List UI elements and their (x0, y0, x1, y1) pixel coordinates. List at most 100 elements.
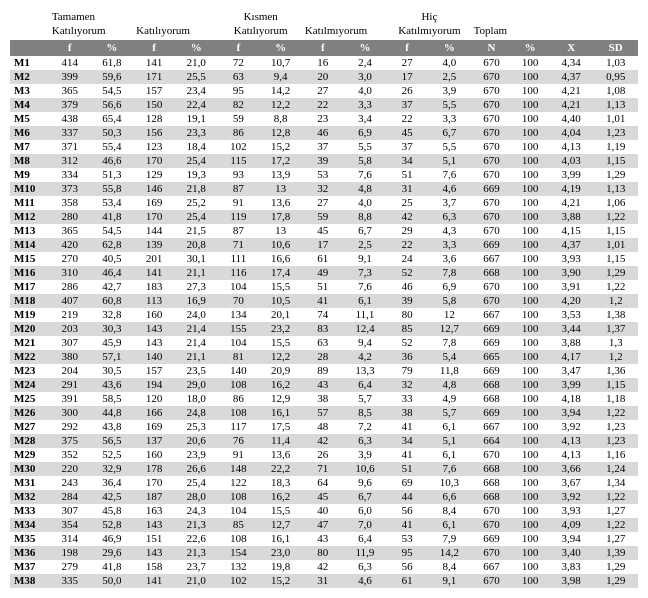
cell-x: 3,88 (549, 336, 594, 350)
cell-sd: 1,13 (593, 182, 638, 196)
cell-f: 154 (219, 546, 259, 560)
cell-f: 32 (387, 378, 427, 392)
row-id: M11 (10, 196, 50, 210)
cell-p: 25,3 (174, 420, 219, 434)
cell-Npct: 100 (511, 336, 549, 350)
row-id: M22 (10, 350, 50, 364)
cell-f: 22 (387, 238, 427, 252)
cell-sd: 1,29 (593, 168, 638, 182)
cell-f: 41 (387, 518, 427, 532)
cell-sd: 1,15 (593, 252, 638, 266)
cell-p: 56,5 (90, 434, 135, 448)
cell-x: 4,37 (549, 238, 594, 252)
cell-f: 64 (303, 476, 343, 490)
cell-x: 3,92 (549, 420, 594, 434)
table-row: M2130745,914321,410415,5639,4527,8669100… (10, 336, 638, 350)
cell-Npct: 100 (511, 266, 549, 280)
cell-p: 4,9 (427, 392, 472, 406)
cell-f: 53 (387, 532, 427, 546)
table-row: M2729243,816925,311717,5487,2416,1667100… (10, 420, 638, 434)
cell-f: 83 (303, 322, 343, 336)
hdr-hic: HiçKatılmıyorum (387, 10, 471, 40)
cell-p: 3,3 (427, 112, 472, 126)
cell-f: 148 (219, 462, 259, 476)
cell-p: 23,4 (174, 84, 219, 98)
cell-f: 45 (387, 126, 427, 140)
cell-sd: 1,27 (593, 504, 638, 518)
cell-p: 15,5 (258, 504, 303, 518)
cell-f: 72 (219, 56, 259, 70)
cell-Npct: 100 (511, 210, 549, 224)
cell-x: 3,88 (549, 210, 594, 224)
cell-f: 43 (303, 532, 343, 546)
cell-f: 178 (134, 462, 174, 476)
sub-x: X (549, 40, 594, 56)
table-row: M3619829,614321,315423,08011,99514,26701… (10, 546, 638, 560)
row-id: M33 (10, 504, 50, 518)
cell-f: 45 (303, 490, 343, 504)
cell-p: 4,2 (343, 350, 388, 364)
cell-f: 86 (219, 392, 259, 406)
cell-p: 10,6 (258, 238, 303, 252)
cell-f: 183 (134, 280, 174, 294)
cell-p: 12,4 (343, 322, 388, 336)
cell-p: 7,9 (427, 532, 472, 546)
cell-p: 46,6 (90, 154, 135, 168)
cell-f: 16 (303, 56, 343, 70)
cell-N: 669 (472, 238, 512, 252)
cell-p: 6,1 (427, 518, 472, 532)
cell-N: 669 (472, 532, 512, 546)
cell-p: 13,6 (258, 448, 303, 462)
cell-f: 219 (50, 308, 90, 322)
cell-Npct: 100 (511, 280, 549, 294)
row-id: M23 (10, 364, 50, 378)
cell-f: 108 (219, 378, 259, 392)
cell-sd: 1,37 (593, 322, 638, 336)
row-id: M17 (10, 280, 50, 294)
cell-f: 27 (387, 56, 427, 70)
cell-f: 52 (387, 266, 427, 280)
table-row: M737155,412318,410215,2375,5375,56701004… (10, 140, 638, 154)
cell-f: 42 (387, 210, 427, 224)
cell-f: 80 (387, 308, 427, 322)
cell-p: 4,0 (343, 196, 388, 210)
cell-f: 56 (387, 504, 427, 518)
cell-N: 670 (472, 56, 512, 70)
cell-N: 668 (472, 378, 512, 392)
cell-f: 169 (134, 420, 174, 434)
cell-f: 160 (134, 448, 174, 462)
cell-p: 8,4 (427, 504, 472, 518)
cell-p: 4,0 (343, 84, 388, 98)
cell-x: 4,21 (549, 196, 594, 210)
cell-f: 116 (219, 266, 259, 280)
cell-p: 6,0 (343, 504, 388, 518)
cell-p: 18,4 (174, 140, 219, 154)
cell-f: 365 (50, 224, 90, 238)
cell-f: 375 (50, 434, 90, 448)
cell-N: 670 (472, 504, 512, 518)
cell-p: 53,4 (90, 196, 135, 210)
cell-N: 670 (472, 168, 512, 182)
cell-f: 86 (219, 126, 259, 140)
cell-p: 46,9 (90, 532, 135, 546)
cell-p: 16,9 (174, 294, 219, 308)
cell-p: 43,6 (90, 378, 135, 392)
cell-x: 4,37 (549, 70, 594, 84)
cell-sd: 1,22 (593, 406, 638, 420)
sub-sd: SD (593, 40, 638, 56)
cell-f: 198 (50, 546, 90, 560)
cell-p: 61,8 (90, 56, 135, 70)
likert-table: TamamenKatılıyorum Katılıyorum KısmenKat… (10, 10, 638, 588)
cell-p: 5,7 (427, 406, 472, 420)
cell-p: 50,3 (90, 126, 135, 140)
row-id: M14 (10, 238, 50, 252)
cell-p: 7,3 (343, 266, 388, 280)
cell-x: 4,03 (549, 154, 594, 168)
cell-N: 669 (472, 336, 512, 350)
cell-p: 42,7 (90, 280, 135, 294)
cell-f: 354 (50, 518, 90, 532)
cell-p: 10,7 (258, 56, 303, 70)
cell-p: 57,1 (90, 350, 135, 364)
cell-f: 108 (219, 490, 259, 504)
cell-f: 46 (303, 126, 343, 140)
